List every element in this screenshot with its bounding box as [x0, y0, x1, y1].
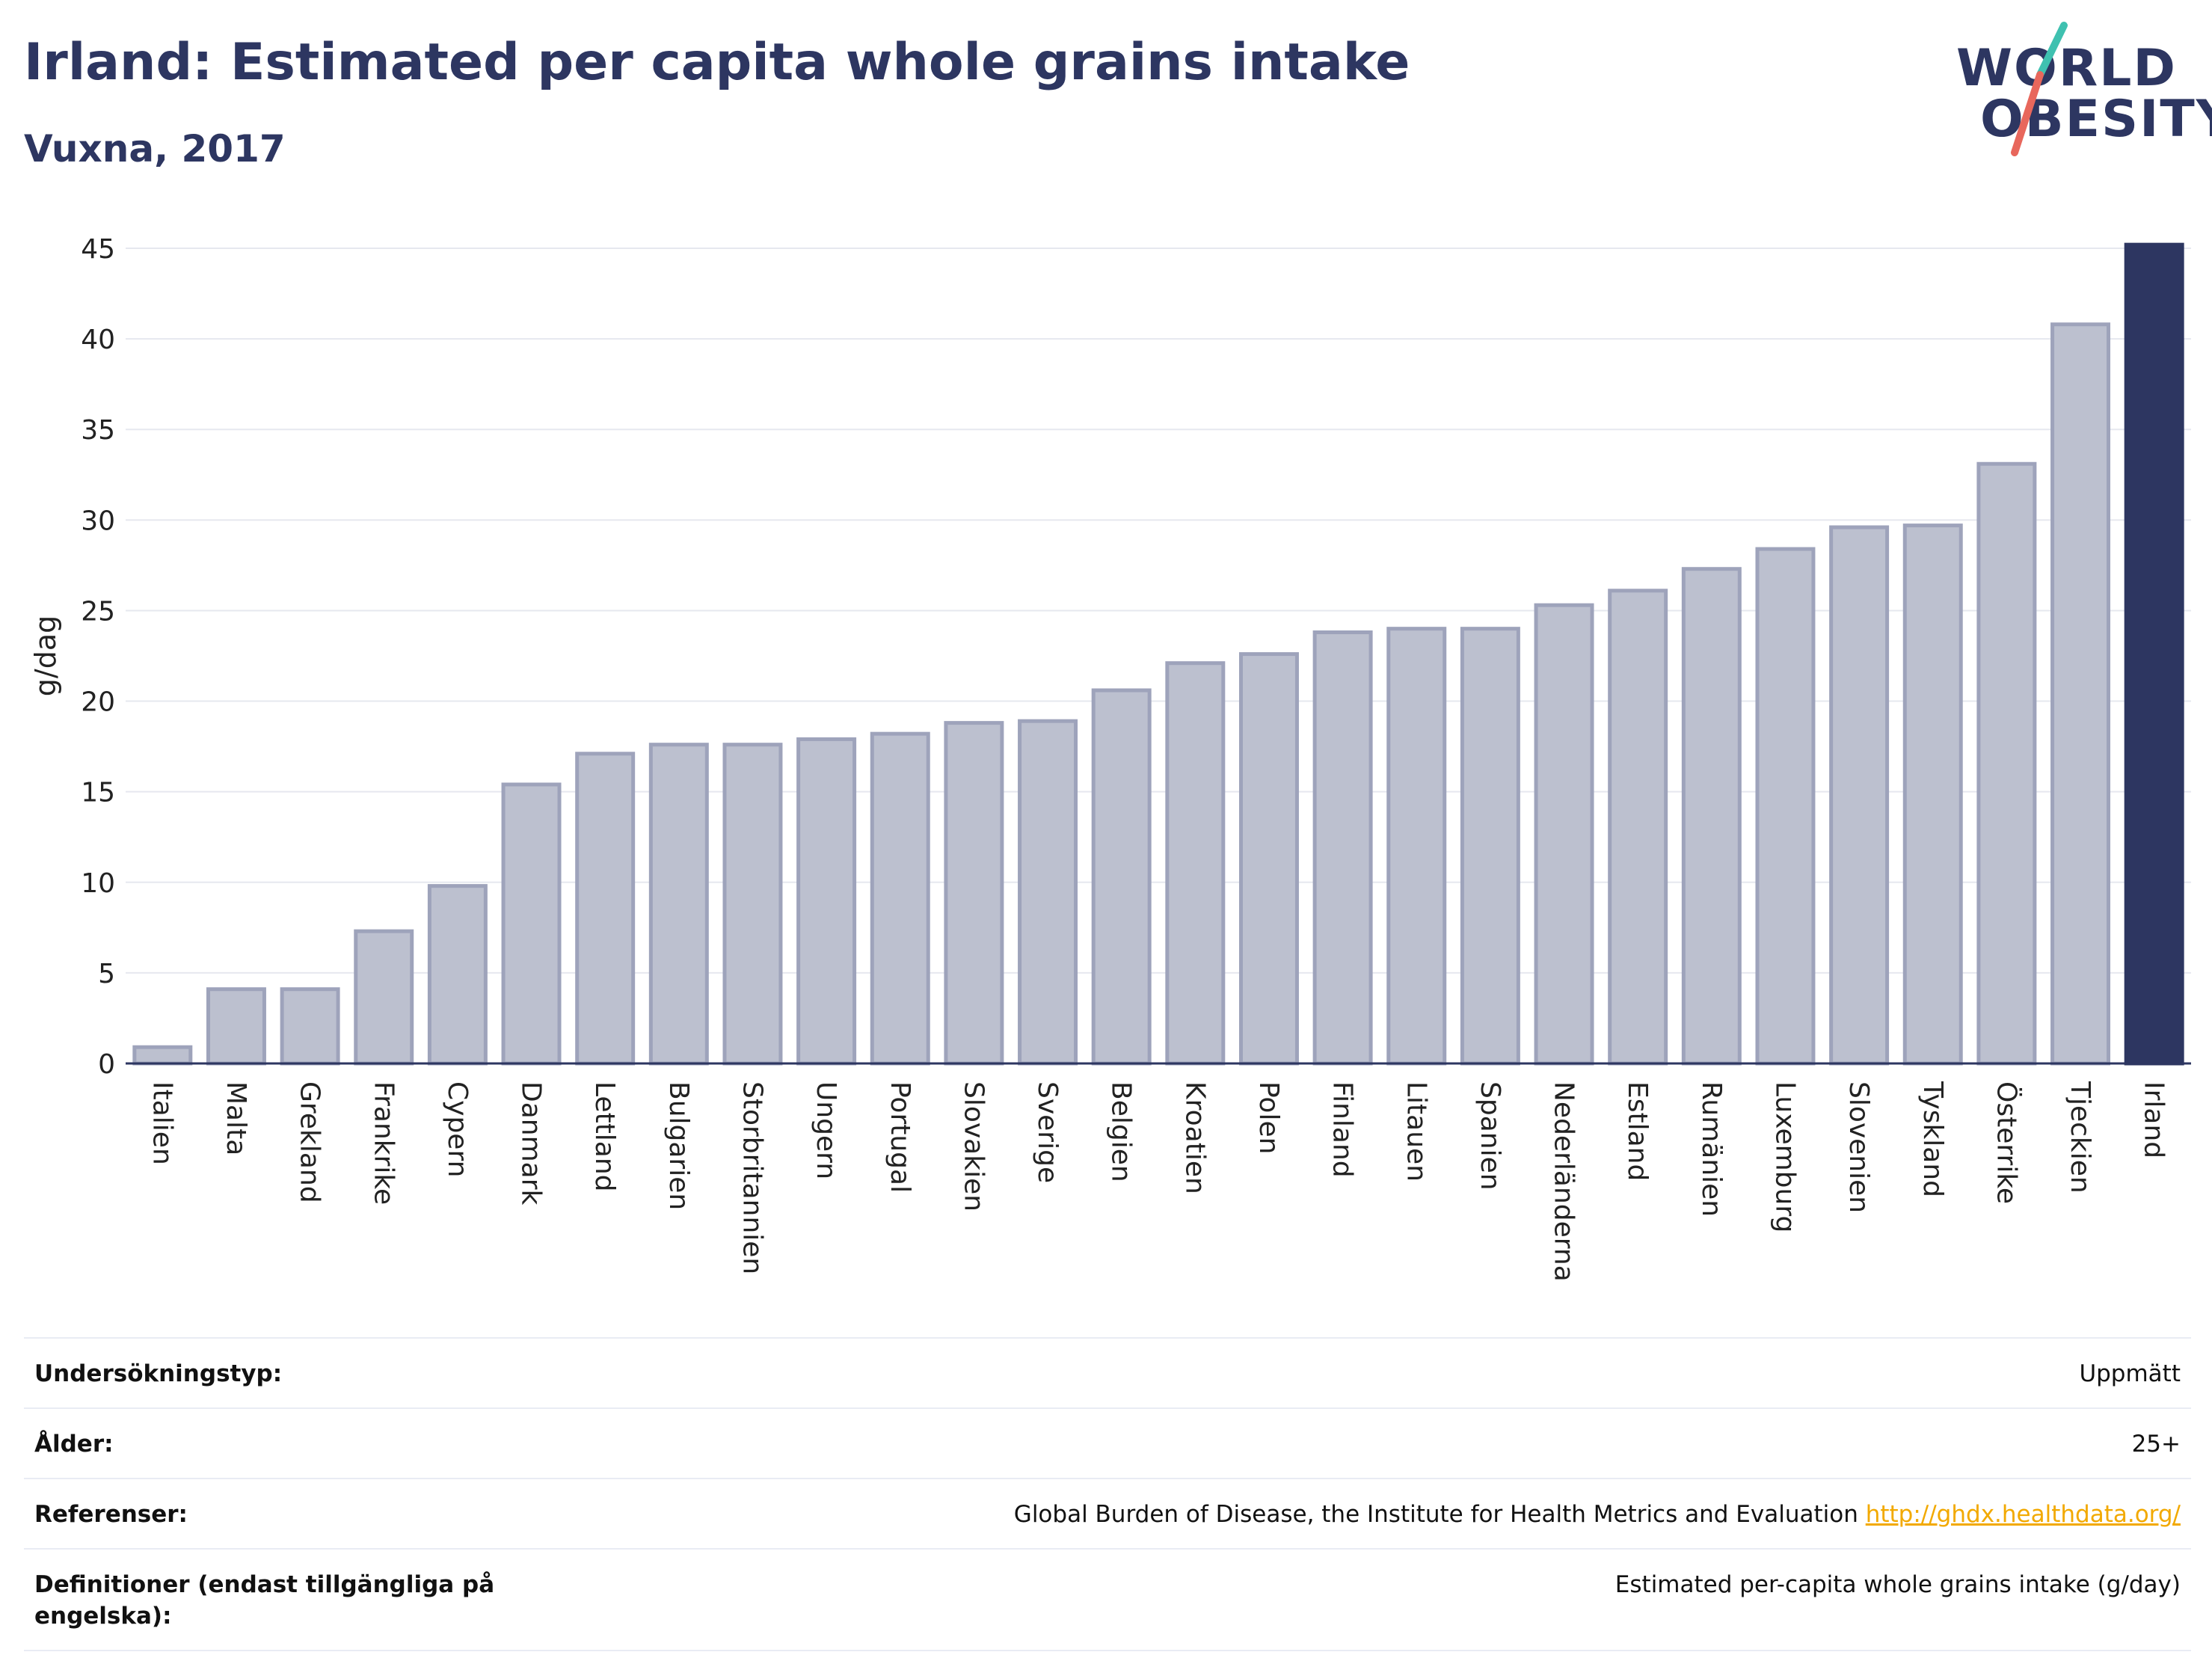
axes: 0 5 10 15 20 25 30 35 40 45 g/dag Italien Malta Grekl… — [29, 234, 2191, 1282]
y-tick-label: 5 — [98, 959, 115, 989]
x-tick-label: Frankrike — [368, 1081, 399, 1205]
bar — [796, 737, 857, 1066]
info-label: Ålder: — [34, 1431, 114, 1458]
x-tick-label: Nederländerna — [1549, 1081, 1579, 1282]
bar — [1091, 688, 1152, 1066]
bar — [427, 884, 488, 1066]
info-value: Uppmätt — [2079, 1360, 2181, 1387]
bar — [501, 782, 562, 1066]
y-tick-label: 40 — [81, 325, 115, 355]
x-tick-label: Polen — [1253, 1081, 1284, 1154]
bar — [722, 743, 783, 1066]
bar-chart: 0 5 10 15 20 25 30 35 40 45 g/dag Italien Malta Grekl… — [29, 234, 2191, 1282]
y-tick-label: 0 — [98, 1049, 115, 1080]
y-tick-label: 35 — [81, 415, 115, 446]
bar — [1755, 547, 1816, 1066]
x-tick-label: Luxemburg — [1769, 1081, 1800, 1232]
bar — [870, 731, 930, 1066]
x-tick-label: Bulgarien — [663, 1081, 694, 1210]
info-row-definitions: Definitioner (endast tillgängliga på eng… — [24, 1548, 2191, 1651]
y-axis-label: g/dag — [29, 615, 62, 696]
bar — [280, 987, 340, 1066]
info-label: Definitioner (endast tillgängliga på eng… — [34, 1571, 495, 1630]
x-tick-label: Danmark — [516, 1081, 547, 1206]
y-tick-label: 15 — [81, 778, 115, 808]
x-tick-label: Estland — [1622, 1081, 1653, 1181]
bars — [132, 242, 2184, 1066]
x-tick-label: Cypern — [442, 1081, 473, 1177]
bar — [1829, 525, 1890, 1066]
info-value: Estimated per-capita whole grains intake… — [1615, 1571, 2181, 1598]
bar — [206, 987, 266, 1066]
x-tick-label: Litauen — [1401, 1081, 1431, 1182]
x-tick-label: Tyskland — [1917, 1081, 1948, 1197]
x-tick-label: Slovakien — [958, 1081, 989, 1212]
x-tick-label: Belgien — [1106, 1081, 1137, 1182]
x-tick-label: Spanien — [1475, 1081, 1505, 1191]
x-tick-label: Storbritannien — [737, 1081, 767, 1274]
bar — [1238, 652, 1299, 1066]
bar — [1165, 661, 1226, 1066]
x-tick-label: Tjeckien — [2065, 1081, 2095, 1194]
x-tick-label: Lettland — [589, 1081, 620, 1192]
reference-link[interactable]: http://ghdx.healthdata.org/ — [1865, 1501, 2181, 1528]
x-tick-label: Ungern — [811, 1081, 841, 1179]
info-row-survey-type: Undersökningstyp: Uppmätt — [24, 1337, 2191, 1407]
bar — [354, 929, 414, 1066]
bar — [1534, 603, 1594, 1066]
bar — [1460, 627, 1520, 1066]
y-tick-label: 25 — [81, 596, 115, 627]
y-tick-label: 10 — [81, 868, 115, 899]
chart-title: Irland: Estimated per capita whole grain… — [24, 33, 1410, 92]
x-tick-label: Kroatien — [1179, 1081, 1210, 1194]
x-tick-label: Italien — [147, 1081, 177, 1165]
x-tick-label: Slovenien — [1843, 1081, 1874, 1213]
bar — [944, 721, 1004, 1066]
x-tick-label: Sverige — [1032, 1081, 1063, 1183]
x-tick-label: Finland — [1327, 1081, 1358, 1178]
x-tick-label: Portugal — [885, 1081, 915, 1193]
x-tick-label: Malta — [221, 1081, 251, 1155]
reference-text: Global Burden of Disease, the Institute … — [1013, 1501, 1858, 1528]
info-value: 25+ — [2131, 1431, 2181, 1458]
x-tick-label: Irland — [2139, 1081, 2169, 1158]
y-tick-label: 45 — [81, 234, 115, 265]
bar — [1018, 719, 1078, 1066]
y-tick-label: 20 — [81, 687, 115, 718]
bar — [1386, 627, 1447, 1066]
info-row-age: Ålder: 25+ — [24, 1407, 2191, 1478]
info-label: Referenser: — [34, 1501, 188, 1528]
bar — [1976, 461, 2037, 1066]
info-label: Undersökningstyp: — [34, 1360, 283, 1387]
bar — [1681, 567, 1742, 1066]
bar — [1608, 589, 1668, 1066]
bar — [1312, 630, 1373, 1066]
x-tick-label: Österrike — [1991, 1081, 2022, 1204]
logo-line-1: WORLD — [1956, 39, 2177, 98]
bar-highlight — [2124, 242, 2184, 1066]
x-tick-label: Grekland — [295, 1081, 325, 1203]
info-value: Global Burden of Disease, the Institute … — [1014, 1499, 2181, 1530]
bar — [1902, 523, 1963, 1066]
chart-subtitle: Vuxna, 2017 — [24, 127, 286, 171]
world-obesity-logo: WORLD OBESITY — [1944, 21, 2212, 163]
bar — [648, 743, 709, 1066]
bar — [132, 1045, 193, 1066]
logo-slash-icon — [2011, 22, 2068, 156]
info-table: Undersökningstyp: Uppmätt Ålder: 25+ Ref… — [24, 1337, 2191, 1651]
bar — [575, 752, 636, 1066]
info-row-references: Referenser: Global Burden of Disease, th… — [24, 1478, 2191, 1548]
x-tick-label: Rumänien — [1696, 1081, 1727, 1217]
y-tick-label: 30 — [81, 506, 115, 536]
bar — [2050, 322, 2111, 1066]
